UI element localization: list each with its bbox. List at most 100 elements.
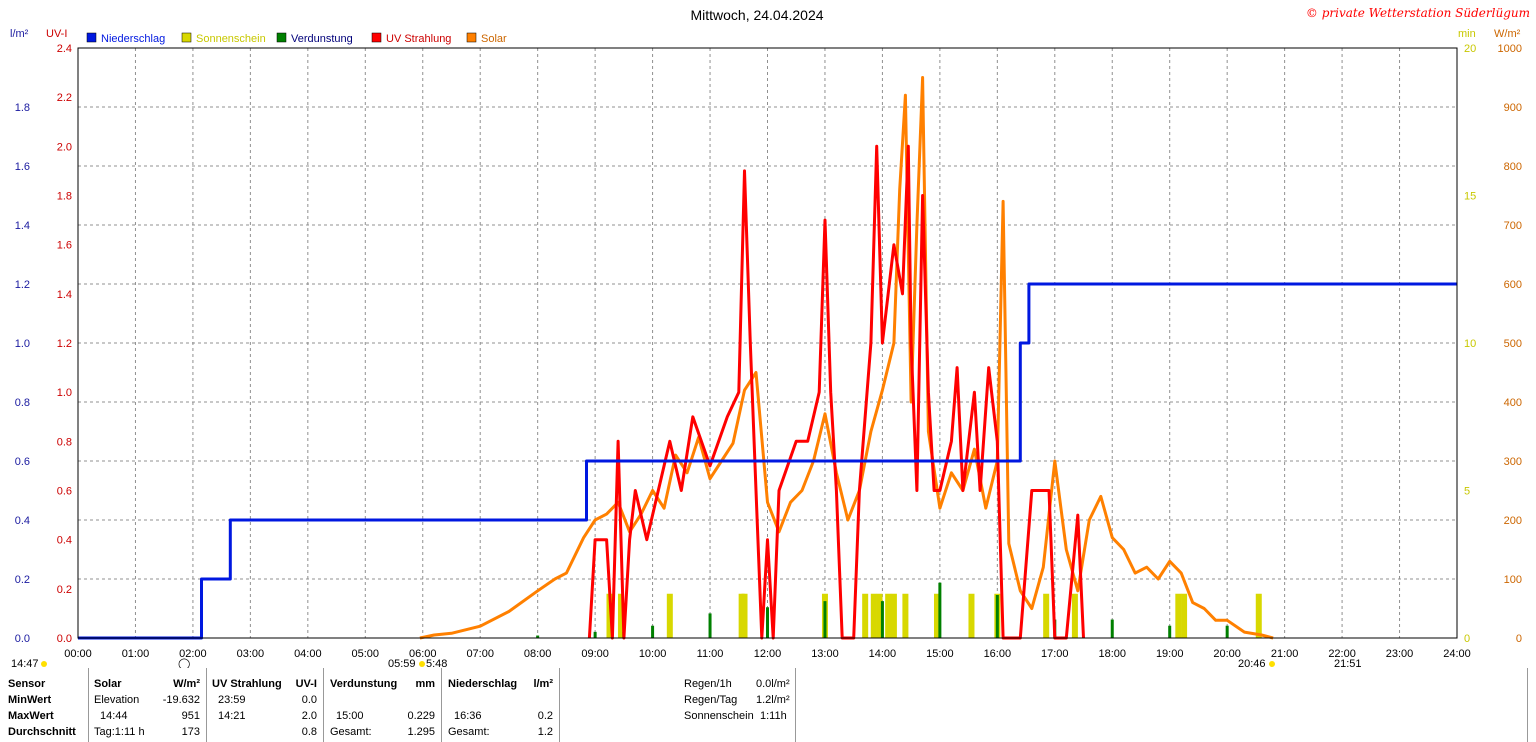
- x-tick-label: 24:00: [1443, 648, 1471, 660]
- uv-tick-label: 0.8: [57, 436, 72, 448]
- stats-uv-min-time: 23:59: [218, 694, 246, 706]
- legend-swatch-rain: [86, 32, 97, 43]
- stats-rain-max-time: 16:36: [454, 710, 482, 722]
- right-axis-sun-label: min: [1458, 28, 1476, 40]
- x-tick-label: 07:00: [466, 648, 494, 660]
- sunset-time: 20:46: [1238, 658, 1266, 668]
- legend: Niederschlag Sonnenschein Verdunstung UV…: [86, 32, 507, 45]
- stats-uv-max-time: 14:21: [218, 710, 246, 722]
- sunshine-bar: [968, 593, 975, 638]
- rain-tick-label: 1.0: [15, 338, 30, 350]
- stats-solar-avg-time: Tag:1:11 h: [94, 726, 145, 738]
- solar-tick-label: 700: [1504, 220, 1522, 232]
- stats-solar-max-value: 951: [181, 710, 200, 722]
- sun-tick-label: 20: [1464, 43, 1476, 55]
- uv-tick-label: 2.0: [57, 141, 72, 153]
- x-tick-label: 04:00: [294, 648, 322, 660]
- rain-tick-label: 1.4: [15, 220, 30, 232]
- stats-evap-column: Verdunstung mm 15:00 0.229 Gesamt: 1.295: [330, 676, 435, 740]
- rain-tick-label: 1.6: [15, 161, 30, 173]
- rain-tick-label: 1.2: [15, 279, 30, 291]
- stats-summary: Regen/1h 0.0l/m² Regen/Tag 1.2l/m² Sonnens…: [684, 676, 790, 724]
- sunshine-bar: [1255, 593, 1262, 638]
- left-axis-uv-label: UV-I: [46, 28, 67, 40]
- x-tick-label: 15:00: [926, 648, 954, 660]
- sunshine-bar: [870, 593, 877, 638]
- tick-labels: 00:00 01:00 02:00 03:00 04:00 05:00 06:00 07:00…: [15, 43, 1522, 660]
- stats-rain-header: Niederschlag: [448, 678, 518, 690]
- sunshine-bar: [1043, 593, 1050, 638]
- uv-tick-label: 1.6: [57, 240, 72, 252]
- x-tick-label: 03:00: [237, 648, 265, 660]
- sunshine-bar: [1071, 593, 1078, 638]
- evaporation-bar: [1168, 625, 1172, 638]
- sunrise-time: 05:59: [388, 658, 416, 668]
- plot-frame: [77, 47, 1458, 639]
- x-tick-label: 02:00: [179, 648, 207, 660]
- x-tick-label: 20:00: [1213, 648, 1241, 660]
- stats-evap-unit: mm: [415, 678, 435, 690]
- left-marker-time: 14:47: [11, 658, 39, 668]
- x-tick-label: 06:00: [409, 648, 437, 660]
- sunset-icon: [1269, 661, 1275, 667]
- stats-rain-column: Niederschlag l/m² 16:36 0.2 Gesamt: 1.2: [448, 676, 553, 740]
- stats-solar-min-value: -19.632: [162, 694, 200, 706]
- x-tick-label: 12:00: [754, 648, 782, 660]
- x-tick-label: 17:00: [1041, 648, 1069, 660]
- stats-evap-header: Verdunstung: [330, 678, 398, 690]
- moon-icon: ◯: [178, 657, 190, 668]
- sun-tick-label: 0: [1464, 633, 1470, 645]
- right-axis-solar-label: W/m²: [1494, 28, 1521, 40]
- sunrise-icon: [419, 661, 425, 667]
- x-tick-label: 16:00: [984, 648, 1012, 660]
- rain-tick-label: 0.6: [15, 456, 30, 468]
- sunshine-bar: [1181, 593, 1188, 638]
- sunshine-bar: [666, 593, 673, 638]
- stats-uv-max-value: 2.0: [301, 710, 317, 722]
- solar-tick-label: 1000: [1498, 43, 1522, 55]
- stats-solar-avg-value: 173: [181, 726, 200, 738]
- rain-tick-label: 0.2: [15, 574, 30, 586]
- evaporation-bar: [708, 613, 712, 638]
- sunshine-bar: [1175, 593, 1182, 638]
- stats-rain-unit: l/m²: [533, 678, 553, 690]
- stats-rain-sum-label: Gesamt:: [448, 726, 490, 738]
- sunshine-bar: [876, 593, 883, 638]
- stats-evap-sum-label: Gesamt:: [330, 726, 372, 738]
- solar-tick-label: 200: [1504, 515, 1522, 527]
- sunshine-bar: [934, 593, 941, 638]
- x-tick-label: 22:00: [1328, 648, 1356, 660]
- stats-solar-column: Solar W/m² Elevation -19.632 14:44 951 Tag:…: [94, 676, 200, 740]
- legend-swatch-sun: [181, 32, 192, 43]
- uv-tick-label: 1.8: [57, 191, 72, 203]
- uv-tick-label: 1.0: [57, 387, 72, 399]
- stats-evap-sum-value: 1.295: [407, 726, 435, 738]
- legend-label-uv: UV Strahlung: [386, 33, 451, 45]
- summary-rain-day-value: 1.2l/m²: [756, 694, 790, 706]
- legend-swatch-uv: [371, 32, 382, 43]
- uv-tick-label: 0.0: [57, 633, 72, 645]
- sunshine-bar: [617, 593, 624, 638]
- grid: [78, 48, 1457, 638]
- x-tick-label: 23:00: [1386, 648, 1414, 660]
- x-tick-label: 09:00: [581, 648, 609, 660]
- uv-tick-label: 0.2: [57, 584, 72, 596]
- solar-tick-label: 900: [1504, 102, 1522, 114]
- moonset-time: 21:51: [1334, 658, 1362, 668]
- summary-sun-value: 1:11h: [760, 710, 787, 722]
- stats-solar-max-time: 14:44: [100, 710, 128, 722]
- x-tick-label: 19:00: [1156, 648, 1184, 660]
- evaporation-bar: [995, 594, 999, 638]
- sunshine-bar: [885, 593, 892, 638]
- uv-tick-label: 2.2: [57, 92, 72, 104]
- evaporation-bar: [880, 601, 884, 638]
- x-tick-label: 05:00: [352, 648, 380, 660]
- stats-uv-min-value: 0.0: [301, 694, 317, 706]
- sun-tick-label: 15: [1464, 191, 1476, 203]
- evaporation-bar: [536, 635, 540, 638]
- weather-chart: Mittwoch, 24.04.2024 © private Wettersta…: [10, 6, 1530, 668]
- uv-tick-label: 1.4: [57, 289, 72, 301]
- evaporation-bar: [593, 631, 597, 638]
- legend-label-rain: Niederschlag: [101, 33, 165, 45]
- copyright-text: © private Wetterstation Süderlügum: [1306, 6, 1530, 20]
